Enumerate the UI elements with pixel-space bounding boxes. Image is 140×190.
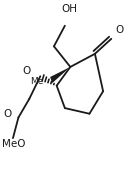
Text: O: O — [23, 66, 31, 76]
Text: OH: OH — [61, 5, 77, 14]
Polygon shape — [50, 67, 70, 83]
Text: O: O — [3, 109, 12, 119]
Text: Me: Me — [30, 77, 43, 86]
Text: MeO: MeO — [2, 139, 25, 149]
Text: O: O — [115, 25, 124, 35]
